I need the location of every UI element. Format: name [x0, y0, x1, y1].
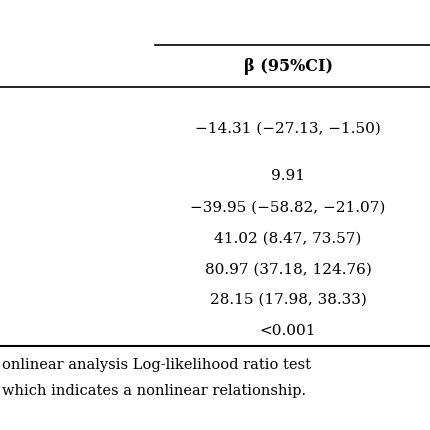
Text: −14.31 (−27.13, −1.50): −14.31 (−27.13, −1.50)	[195, 122, 381, 136]
Text: β (95%CI): β (95%CI)	[244, 58, 332, 75]
Text: onlinear analysis Log-likelihood ratio test: onlinear analysis Log-likelihood ratio t…	[2, 359, 311, 372]
Text: 9.91: 9.91	[271, 169, 305, 183]
Text: which indicates a nonlinear relationship.: which indicates a nonlinear relationship…	[2, 384, 306, 398]
Text: 28.15 (17.98, 38.33): 28.15 (17.98, 38.33)	[210, 293, 366, 307]
Text: 41.02 (8.47, 73.57): 41.02 (8.47, 73.57)	[215, 231, 362, 245]
Text: <0.001: <0.001	[260, 324, 316, 338]
Text: −39.95 (−58.82, −21.07): −39.95 (−58.82, −21.07)	[190, 200, 386, 214]
Text: 80.97 (37.18, 124.76): 80.97 (37.18, 124.76)	[205, 262, 372, 276]
